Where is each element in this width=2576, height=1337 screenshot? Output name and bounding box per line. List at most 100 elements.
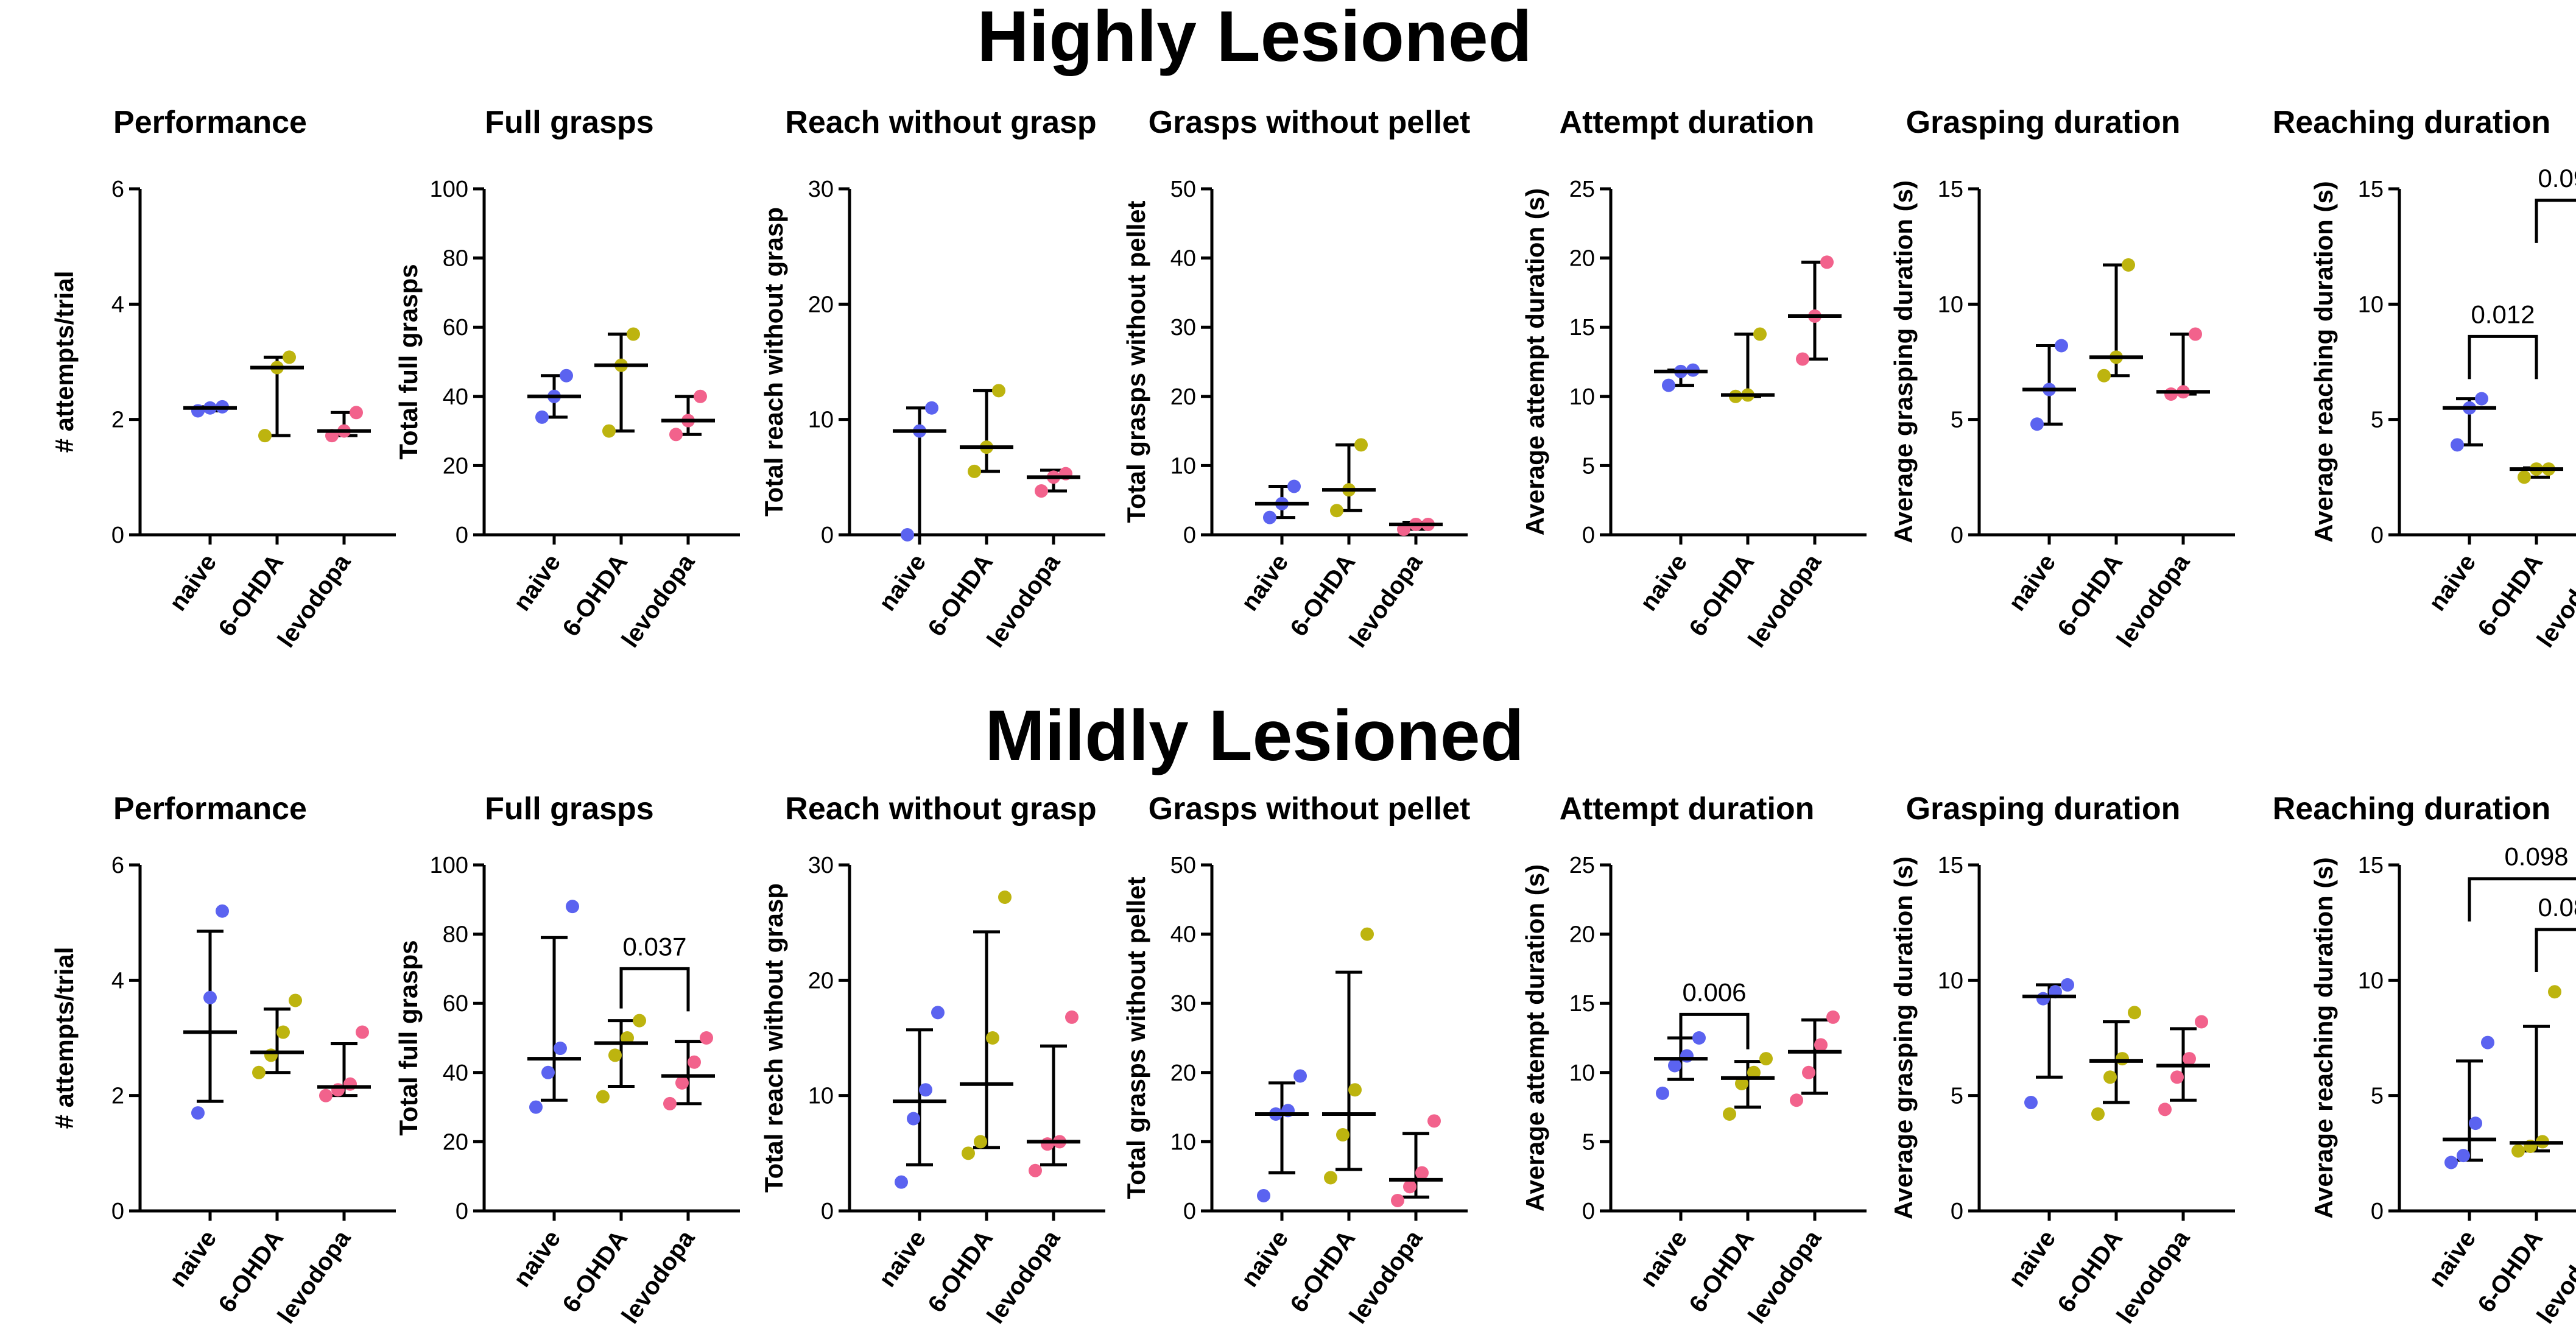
data-point-6-OHDA <box>258 429 272 443</box>
y-tick-label: 0 <box>111 523 124 548</box>
panel-highly-lesioned-reach-without-grasp: Reach without grasp Total reach without g… <box>759 105 1105 652</box>
data-point-6-OHDA <box>1759 1052 1773 1066</box>
data-point-levodopa <box>1415 1166 1429 1180</box>
data-point-naive <box>1656 1086 1669 1100</box>
data-point-levodopa <box>319 1088 333 1102</box>
y-tick-label: 80 <box>443 922 468 948</box>
data-point-naive <box>2451 438 2464 452</box>
y-tick-label: 0 <box>1951 1199 1963 1224</box>
y-tick-label: 0 <box>456 1199 468 1224</box>
y-tick-label: 0 <box>2371 523 2384 548</box>
data-point-6-OHDA <box>289 993 302 1007</box>
y-tick-label: 80 <box>443 246 468 272</box>
y-tick-label: 15 <box>2358 853 2384 878</box>
data-point-6-OHDA <box>633 1014 646 1028</box>
data-point-6-OHDA <box>998 891 1012 905</box>
y-tick-label: 15 <box>1938 177 1963 202</box>
data-point-naive <box>1257 1189 1270 1203</box>
data-point-6-OHDA <box>1753 327 1767 341</box>
panel-mildly-lesioned-full-grasps: Full grasps Total full grasps 0 20 40 60 80 100… <box>394 791 740 1328</box>
data-point-levodopa <box>1041 1137 1054 1151</box>
data-point-levodopa <box>688 1055 701 1069</box>
y-tick-label: 15 <box>1569 991 1595 1017</box>
data-point-levodopa <box>2170 1070 2184 1084</box>
y-axis-label: Total grasps without pellet <box>1122 201 1150 523</box>
panel-title: Performance <box>113 791 307 827</box>
y-tick-label: 20 <box>1569 922 1595 948</box>
y-tick-label: 0 <box>821 523 834 548</box>
data-point-naive <box>2481 1035 2494 1049</box>
data-point-naive <box>919 1083 932 1097</box>
panel-mildly-lesioned-attempt-duration: Attempt duration Average attempt duration… <box>1521 791 1867 1328</box>
panel-title: Reaching duration <box>2273 105 2550 140</box>
x-tick-label: naive <box>509 1226 566 1292</box>
y-tick-label: 10 <box>2358 292 2384 317</box>
data-point-levodopa <box>2158 1102 2172 1117</box>
data-point-naive <box>895 1175 908 1189</box>
data-point-levodopa <box>694 389 707 403</box>
y-tick-label: 0 <box>111 1199 124 1224</box>
data-point-levodopa <box>2183 1052 2196 1066</box>
data-point-6-OHDA <box>1723 1107 1736 1121</box>
panel-title: Reach without grasp <box>785 105 1096 140</box>
x-tick-label: naive <box>874 1226 932 1292</box>
p-value-label: 0.081 <box>2538 893 2576 922</box>
data-point-6-OHDA <box>608 1048 622 1062</box>
data-point-naive <box>1680 1049 1694 1063</box>
data-point-naive <box>1263 510 1276 524</box>
y-tick-label: 0 <box>1582 523 1595 548</box>
panel-highly-lesioned-performance: Performance # attempts/trial 0 2 4 6 naive6-OH… <box>50 105 396 652</box>
x-tick-label: 6-OHDA <box>1684 1226 1759 1318</box>
y-tick-label: 0 <box>1582 1199 1595 1224</box>
y-tick-label: 20 <box>1569 246 1595 272</box>
data-point-naive <box>191 1106 205 1120</box>
p-value-label: 0.012 <box>2471 300 2535 328</box>
panel-title: Grasping duration <box>1906 791 2181 827</box>
x-tick-label: 6-OHDA <box>557 549 633 641</box>
y-tick-label: 2 <box>111 1084 124 1109</box>
y-tick-label: 40 <box>443 384 468 410</box>
data-point-6-OHDA <box>2518 470 2531 484</box>
section-title-highly-lesioned: Highly Lesioned <box>977 0 1532 77</box>
data-point-6-OHDA <box>1348 1083 1362 1097</box>
data-point-6-OHDA <box>2122 258 2135 272</box>
y-axis-label: Total full grasps <box>394 264 423 459</box>
y-tick-label: 25 <box>1569 853 1595 878</box>
y-tick-label: 5 <box>1951 1084 1963 1109</box>
y-tick-label: 5 <box>1582 1129 1595 1155</box>
y-tick-label: 6 <box>111 177 124 202</box>
y-tick-label: 10 <box>1938 968 1963 993</box>
y-tick-label: 0 <box>456 523 468 548</box>
data-point-naive <box>1662 378 1675 392</box>
data-point-naive <box>2055 339 2068 353</box>
data-point-naive <box>554 1042 567 1056</box>
x-tick-label: naive <box>2424 549 2482 616</box>
data-point-naive <box>2475 392 2488 406</box>
x-tick-label: naive <box>1236 1226 1294 1292</box>
x-tick-label: naive <box>2424 1226 2482 1292</box>
data-point-6-OHDA <box>602 424 616 438</box>
data-point-levodopa <box>663 1096 677 1110</box>
data-point-6-OHDA <box>2511 1144 2525 1158</box>
data-point-6-OHDA <box>1330 504 1343 518</box>
data-point-6-OHDA <box>2091 1107 2105 1121</box>
data-point-naive <box>529 1100 543 1114</box>
data-point-6-OHDA <box>986 1031 999 1045</box>
data-point-6-OHDA <box>1747 1065 1761 1079</box>
y-tick-label: 100 <box>430 177 468 202</box>
panel-highly-lesioned-reaching-duration: Reaching duration Average reaching durati… <box>2273 105 2576 652</box>
x-tick-label: 6-OHDA <box>557 1226 633 1318</box>
y-tick-label: 40 <box>443 1060 468 1086</box>
y-tick-label: 10 <box>2358 968 2384 993</box>
panel-title: Attempt duration <box>1560 791 1815 827</box>
y-axis-label: Total full grasps <box>394 940 423 1135</box>
data-point-levodopa <box>1427 1114 1441 1128</box>
data-point-6-OHDA <box>2103 1070 2117 1084</box>
data-point-levodopa <box>1035 484 1048 498</box>
data-point-6-OHDA <box>627 327 640 341</box>
x-tick-label: naive <box>164 1226 222 1292</box>
data-point-levodopa <box>669 428 683 442</box>
y-axis-label: # attempts/trial <box>50 947 79 1129</box>
y-tick-label: 50 <box>1170 177 1196 202</box>
